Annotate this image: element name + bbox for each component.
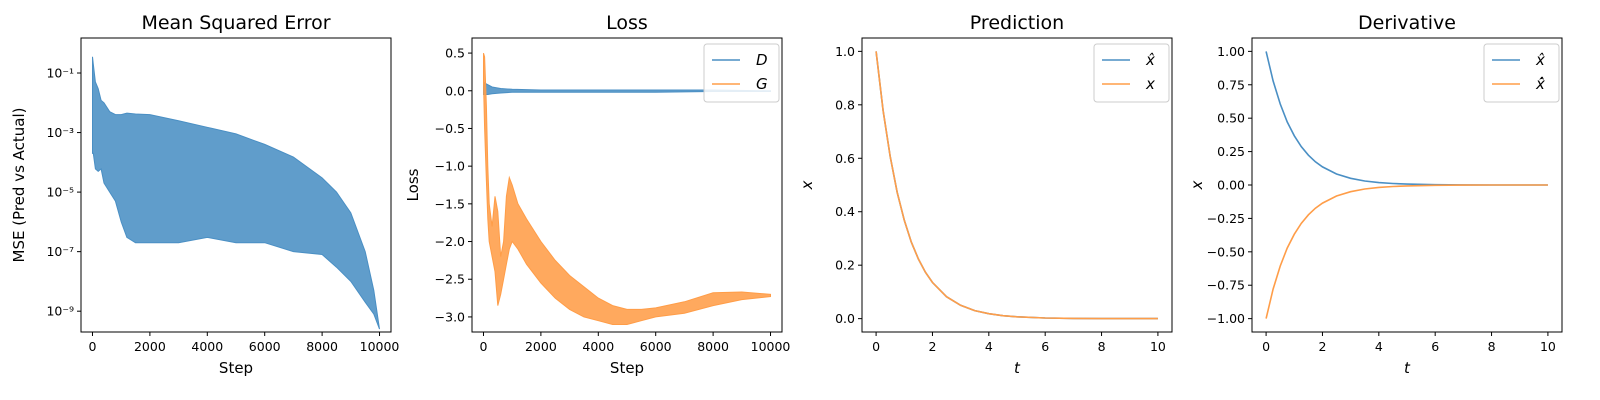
x-axis-label: t [1404, 359, 1411, 377]
y-tick-label: 1.0 [835, 44, 855, 59]
chart-prediction: Prediction 0 2 4 6 8 10 0.0 0.2 0.4 0.6 0.8 1.0 t x x̂ x [798, 12, 1173, 377]
x-tick-label: 2000 [134, 339, 166, 354]
y-tick-label: −1.5 [435, 196, 465, 211]
y-tick-label: 0.0 [445, 83, 465, 98]
x-tick-label: 0 [1262, 339, 1270, 354]
y-tick-label: −0.75 [1207, 278, 1245, 293]
x-tick-label: 2000 [525, 339, 557, 354]
y-tick-label: 0.0 [835, 311, 855, 326]
y-tick-label: 0.8 [835, 97, 855, 112]
y-tick-label: −2.0 [435, 234, 465, 249]
series-band-g-loss [483, 52, 771, 325]
x-tick-label: 4000 [191, 339, 223, 354]
x-tick-label: 6000 [249, 339, 281, 354]
axes-frame [471, 37, 783, 333]
y-tick-label: 0.4 [835, 204, 855, 219]
series-band-series1-mse [92, 56, 380, 330]
plot-area [875, 51, 1158, 320]
y-tick-label: 10⁻¹ [46, 66, 74, 81]
chart-title: Prediction [970, 12, 1064, 34]
series-line-2-prediction [875, 51, 1158, 320]
legend: DG [703, 43, 780, 103]
x-tick-label: 10 [1540, 339, 1556, 354]
x-tick-label: 10000 [751, 339, 791, 354]
legend-box [1483, 43, 1560, 103]
chart-title: Derivative [1358, 12, 1456, 34]
x-tick-label: 4000 [582, 339, 614, 354]
x-tick-label: 0 [89, 339, 97, 354]
x-tick-label: 0 [872, 339, 880, 354]
y-tick-label: 10⁻³ [46, 125, 74, 140]
chart-title: Loss [606, 12, 648, 34]
legend-label: x [1145, 75, 1155, 93]
y-tick-label: 0.5 [445, 46, 465, 61]
legend-label: x̂ [1535, 51, 1545, 69]
legend-label: x̂̇ [1535, 75, 1545, 93]
x-tick-label: 2 [928, 339, 936, 354]
y-tick-label: −0.25 [1207, 211, 1245, 226]
y-axis-label: x [798, 180, 816, 190]
chart-mse: Mean Squared Error 0 2000 4000 6000 8000 10000… [10, 12, 399, 377]
x-tick-label: 2 [1318, 339, 1326, 354]
y-axis-label: Loss [404, 168, 422, 201]
x-tick-label: 8000 [697, 339, 729, 354]
y-tick-label: 10⁻⁹ [46, 304, 74, 319]
y-tick-label: −3.0 [435, 309, 465, 324]
y-tick-label: −1.0 [435, 159, 465, 174]
axes-frame [861, 37, 1173, 333]
y-axis-label: x [1188, 180, 1206, 190]
x-tick-label: 6000 [640, 339, 672, 354]
x-tick-label: 10 [1150, 339, 1166, 354]
legend-label: D [756, 51, 768, 69]
legend-label: G [756, 75, 768, 93]
x-tick-label: 8 [1488, 339, 1496, 354]
x-tick-label: 4 [985, 339, 993, 354]
x-tick-label: 4 [1375, 339, 1383, 354]
y-tick-label: −0.5 [435, 121, 465, 136]
y-tick-label: −2.5 [435, 272, 465, 287]
series-line-2-derivative [1265, 184, 1548, 319]
x-tick-label: 8000 [306, 339, 338, 354]
chart-title: Mean Squared Error [141, 12, 330, 34]
plot-area [92, 56, 380, 330]
y-tick-label: 1.00 [1217, 44, 1245, 59]
x-axis-label: t [1014, 359, 1021, 377]
x-tick-label: 10000 [360, 339, 400, 354]
y-tick-label: 10⁻⁷ [46, 244, 74, 259]
x-tick-label: 0 [480, 339, 488, 354]
y-tick-label: −0.50 [1207, 244, 1245, 259]
x-axis-label: Step [610, 359, 644, 377]
chart-loss: Loss 0 2000 4000 6000 8000 10000 −3.0 −2.5 −2.0 −1… [404, 12, 790, 377]
legend-box [1093, 43, 1170, 103]
legend-label: x̂ [1145, 51, 1155, 69]
plot-area [1265, 51, 1548, 319]
y-tick-label: 0.50 [1217, 111, 1245, 126]
axes-frame [80, 37, 392, 333]
y-tick-label: −1.00 [1207, 311, 1245, 326]
x-tick-label: 8 [1098, 339, 1106, 354]
x-tick-label: 6 [1041, 339, 1049, 354]
y-tick-label: 0.00 [1217, 178, 1245, 193]
y-tick-label: 0.25 [1217, 144, 1245, 159]
x-axis-label: Step [219, 359, 253, 377]
y-axis-label: MSE (Pred vs Actual) [10, 107, 28, 262]
chart-derivative: Derivative 0 2 4 6 8 10 −1.00 −0.75 −0.50 −0.25 0.0… [1188, 12, 1563, 377]
y-tick-label: 0.75 [1217, 77, 1245, 92]
legend-box [703, 43, 780, 103]
y-tick-label: 0.2 [835, 258, 855, 273]
legend: x̂ x [1093, 43, 1170, 103]
legend: x̂ x̂̇ [1483, 43, 1560, 103]
x-tick-label: 6 [1431, 339, 1439, 354]
y-tick-label: 0.6 [835, 151, 855, 166]
y-tick-label: 10⁻⁵ [46, 185, 74, 200]
